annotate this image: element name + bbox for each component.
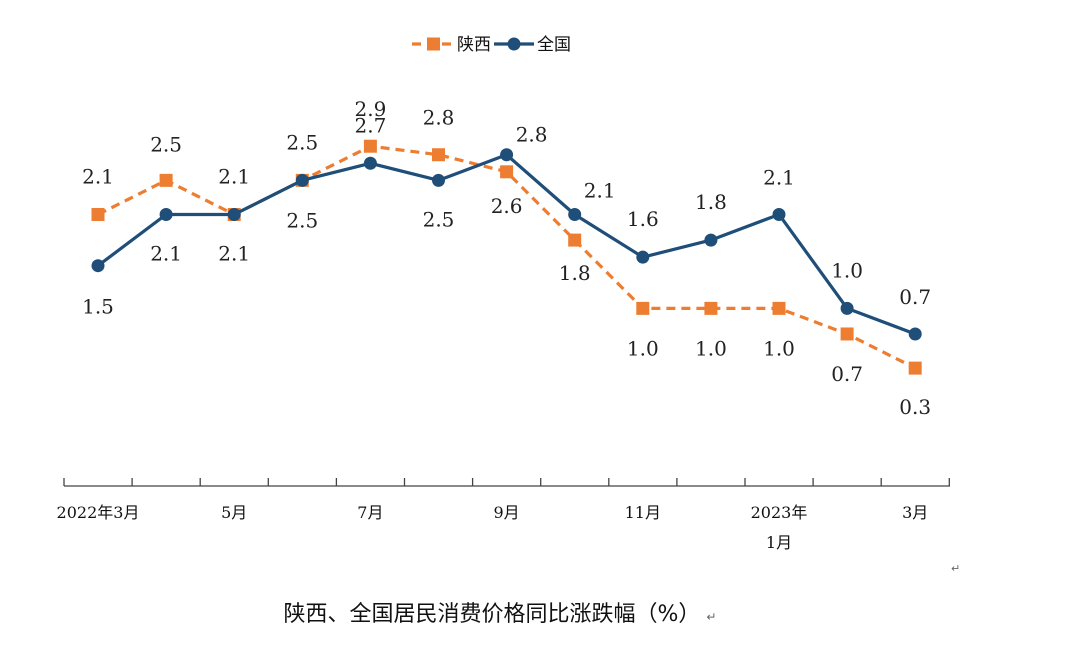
series-point-shaanxi: [91, 207, 105, 221]
data-label-shaanxi: 1.0: [763, 336, 795, 360]
series-point-national: [636, 250, 650, 264]
series-point-national: [295, 173, 309, 187]
legend-label-national: 全国: [537, 35, 571, 55]
series-point-shaanxi: [568, 233, 582, 247]
legend: 陕西 全国: [412, 35, 571, 55]
chart-caption: 陕西、全国居民消费价格同比涨跌幅（%） ↵: [0, 596, 1000, 628]
paragraph-mark-icon: ↵: [706, 610, 717, 624]
x-tick-label: 3月: [902, 503, 928, 522]
data-label-national: 2.1: [584, 178, 616, 202]
x-tick-label: 11月: [625, 503, 661, 522]
series-point-shaanxi: [840, 327, 854, 341]
x-tick-label: 9月: [494, 503, 520, 522]
data-label-shaanxi: 1.0: [695, 336, 727, 360]
series-point-national: [908, 327, 922, 341]
data-label-shaanxi: 0.3: [899, 395, 931, 419]
data-label-national: 2.7: [354, 113, 386, 137]
series-point-national: [704, 233, 718, 247]
data-label-shaanxi: 0.7: [831, 362, 863, 386]
x-tick-label: 1月: [766, 533, 792, 552]
data-label-shaanxi: 2.8: [423, 106, 455, 130]
series-layer: [91, 139, 922, 375]
data-label-national: 1.8: [695, 190, 727, 214]
series-point-shaanxi: [636, 301, 650, 315]
chart-title: 陕西、全国居民消费价格同比涨跌幅（%）: [283, 602, 701, 627]
series-point-national: [568, 207, 582, 221]
data-label-shaanxi: 2.1: [82, 164, 114, 188]
series-point-shaanxi: [500, 165, 514, 179]
series-point-national: [91, 259, 105, 273]
series-point-shaanxi: [159, 173, 173, 187]
paragraph-mark-icon: ↵: [951, 562, 961, 575]
data-label-national: 0.7: [899, 285, 931, 309]
legend-marker-shaanxi: [427, 37, 440, 51]
series-point-shaanxi: [772, 301, 786, 315]
series-point-national: [159, 207, 173, 221]
data-labels: 2.1 2.5 2.1 2.5 2.9 2.8 2.6 1.8 1.0 1.0 1.0 0.7 0.3 1…: [82, 97, 931, 419]
series-point-national: [432, 173, 445, 187]
data-label-national: 2.8: [516, 123, 548, 147]
series-point-shaanxi: [432, 148, 445, 162]
x-tick-label: 2022年3月: [57, 503, 140, 522]
legend-marker-national: [507, 37, 521, 51]
data-label-national: 2.5: [423, 207, 455, 231]
series-point-national: [363, 156, 377, 170]
series-point-national: [840, 301, 854, 315]
x-axis: 2022年3月 5月 7月 9月 11月 2023年 1月 3月: [57, 478, 950, 552]
series-point-shaanxi: [704, 301, 718, 315]
data-label-shaanxi: 2.5: [150, 132, 182, 156]
data-label-shaanxi: 2.9: [354, 97, 386, 121]
data-label-shaanxi: 2.1: [218, 164, 250, 188]
data-label-national: 2.1: [218, 241, 250, 265]
data-label-shaanxi: 2.6: [491, 194, 523, 218]
series-point-shaanxi: [363, 139, 377, 153]
data-label-shaanxi: 2.5: [286, 130, 318, 154]
data-label-national: 2.5: [286, 208, 318, 232]
data-label-national: 1.6: [627, 207, 659, 231]
legend-label-shaanxi: 陕西: [457, 35, 491, 55]
x-tick-label: 5月: [221, 503, 247, 522]
data-label-national: 2.1: [763, 165, 795, 189]
series-point-shaanxi: [908, 361, 922, 375]
data-label-shaanxi: 1.0: [627, 336, 659, 360]
data-label-national: 1.0: [831, 258, 863, 282]
series-point-national: [227, 207, 241, 221]
data-label-national: 2.1: [150, 241, 182, 265]
series-point-national: [500, 148, 514, 162]
data-label-national: 1.5: [82, 295, 114, 319]
x-tick-label: 7月: [357, 503, 383, 522]
series-point-national: [772, 207, 786, 221]
data-label-shaanxi: 1.8: [559, 261, 591, 285]
x-tick-label: 2023年: [751, 503, 808, 522]
